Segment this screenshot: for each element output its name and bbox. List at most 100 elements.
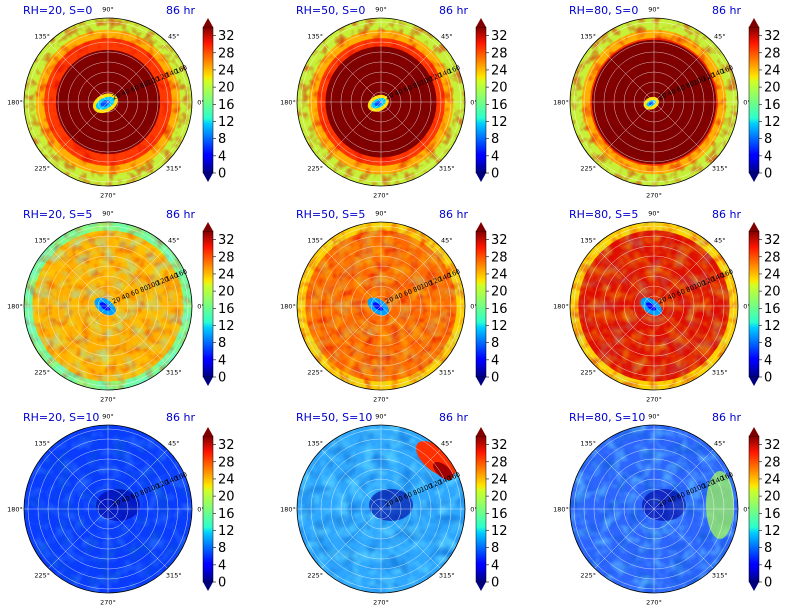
angle-tick-label: 225° [580, 164, 596, 172]
radial-tick-label: 40 [666, 87, 677, 98]
angle-tick-label: 0° [470, 303, 477, 311]
angle-tick-label: 180° [280, 99, 296, 107]
colorbar-tick-label: 8 [491, 541, 499, 556]
angle-tick-label: 45° [168, 440, 180, 448]
radial-tick-label: 60 [130, 83, 141, 94]
colorbar-tick-label: 28 [218, 250, 235, 265]
colorbar-tick-label: 0 [764, 576, 772, 591]
radial-tick-label: 40 [393, 87, 404, 98]
panel-title: RH=20, S=10 [23, 411, 99, 424]
panel-title: RH=80, S=0 [569, 4, 638, 17]
colorbar-tick-label: 16 [491, 507, 508, 522]
colorbar-tick-label: 16 [764, 507, 781, 522]
colorbar-tick-label: 32 [218, 233, 235, 248]
angle-tick-label: 270° [373, 599, 389, 607]
colorbar-tick-label: 20 [218, 285, 235, 300]
colorbar-tick-label: 8 [764, 132, 772, 147]
radial-tick-label: 60 [676, 287, 687, 298]
panel-title: RH=80, S=5 [569, 208, 638, 221]
panels: 90°45°0°315°270°225°180°135°204060801001… [7, 4, 780, 607]
angle-tick-label: 270° [646, 396, 662, 404]
colorbar-tick-label: 32 [764, 233, 781, 248]
colorbar-tick-label: 4 [218, 558, 226, 573]
colorbar-tick-label: 16 [764, 98, 781, 113]
panel-title: RH=80, S=10 [569, 411, 645, 424]
panel-7: 90°45°0°315°270°225°180°135°204060801001… [7, 411, 234, 607]
colorbar-tick-label: 0 [218, 576, 226, 591]
polar-frame [296, 221, 466, 391]
polar-frame [296, 17, 466, 187]
colorbar: 0 4 8 12 16 20 24 28 32 [475, 18, 508, 182]
angle-tick-label: 90° [375, 210, 387, 218]
angle-tick-label: 90° [648, 6, 660, 14]
radial-tick-label: 60 [130, 287, 141, 298]
colorbar: 0 4 8 12 16 20 24 28 32 [748, 18, 781, 182]
panel-title: RH=20, S=0 [23, 4, 92, 17]
radial-tick-label: 60 [403, 83, 414, 94]
polar-field [570, 425, 738, 593]
colorbar-tick-label: 32 [491, 233, 508, 248]
colorbar-tick-label: 28 [764, 46, 781, 61]
panel-time: 86 hr [439, 208, 468, 221]
polar-frame [296, 424, 466, 594]
colorbar-tick-label: 8 [218, 336, 226, 351]
colorbar-tick-label: 0 [218, 371, 226, 386]
angle-tick-label: 0° [197, 99, 204, 107]
panel-time: 86 hr [712, 411, 741, 424]
radial-tick-label: 60 [676, 83, 687, 94]
colorbar-tick-label: 0 [764, 167, 772, 182]
polar-field [297, 425, 465, 593]
polar-field [24, 18, 192, 186]
colorbar-tick-label: 28 [764, 455, 781, 470]
colorbar-tick-label: 0 [218, 167, 226, 182]
angle-tick-label: 225° [580, 368, 596, 376]
angle-tick-label: 135° [307, 33, 323, 41]
angle-tick-label: 0° [743, 303, 750, 311]
colorbar-tick-label: 20 [491, 285, 508, 300]
angle-tick-label: 315° [712, 368, 728, 376]
angle-tick-label: 135° [307, 237, 323, 245]
angle-tick-label: 45° [168, 237, 180, 245]
panel-6: 90°45°0°315°270°225°180°135°204060801001… [553, 208, 780, 404]
colorbar-tick-label: 20 [491, 490, 508, 505]
angle-tick-label: 0° [197, 506, 204, 514]
panel-1: 90°45°0°315°270°225°180°135°204060801001… [7, 4, 234, 200]
angle-tick-label: 225° [307, 571, 323, 579]
angle-tick-label: 315° [166, 368, 182, 376]
colorbar-tick-label: 24 [218, 472, 235, 487]
colorbar-tick-label: 20 [218, 490, 235, 505]
angle-tick-label: 180° [553, 99, 569, 107]
angle-tick-label: 225° [34, 368, 50, 376]
angle-tick-label: 225° [580, 571, 596, 579]
colorbar-tick-label: 28 [491, 250, 508, 265]
radial-tick-label: 60 [403, 490, 414, 501]
polar-frame [569, 17, 739, 187]
angle-tick-label: 90° [375, 6, 387, 14]
radial-tick-label: 40 [120, 291, 131, 302]
colorbar-tick-label: 4 [491, 149, 499, 164]
angle-tick-label: 225° [34, 571, 50, 579]
colorbar: 0 4 8 12 16 20 24 28 32 [202, 18, 235, 182]
angle-tick-label: 270° [373, 396, 389, 404]
panel-4: 90°45°0°315°270°225°180°135°204060801001… [7, 208, 234, 404]
angle-tick-label: 45° [441, 237, 453, 245]
angle-tick-label: 90° [102, 413, 114, 421]
angle-tick-label: 315° [166, 164, 182, 172]
angle-tick-label: 315° [712, 164, 728, 172]
colorbar-tick-label: 20 [764, 490, 781, 505]
angle-tick-label: 270° [646, 192, 662, 200]
panel-time: 86 hr [166, 208, 195, 221]
colorbar-tick-label: 24 [218, 267, 235, 282]
colorbar-tick-label: 16 [218, 98, 235, 113]
panel-time: 86 hr [439, 411, 468, 424]
angle-tick-label: 45° [714, 237, 726, 245]
radial-tick-label: 20 [657, 91, 668, 102]
angle-tick-label: 45° [714, 440, 726, 448]
angle-tick-label: 180° [280, 303, 296, 311]
colorbar: 0 4 8 12 16 20 24 28 32 [475, 222, 508, 386]
radial-tick-label: 20 [657, 498, 668, 509]
polar-frame [23, 17, 193, 187]
colorbar-tick-label: 32 [491, 29, 508, 44]
colorbar-tick-label: 12 [218, 115, 235, 130]
angle-tick-label: 270° [373, 192, 389, 200]
